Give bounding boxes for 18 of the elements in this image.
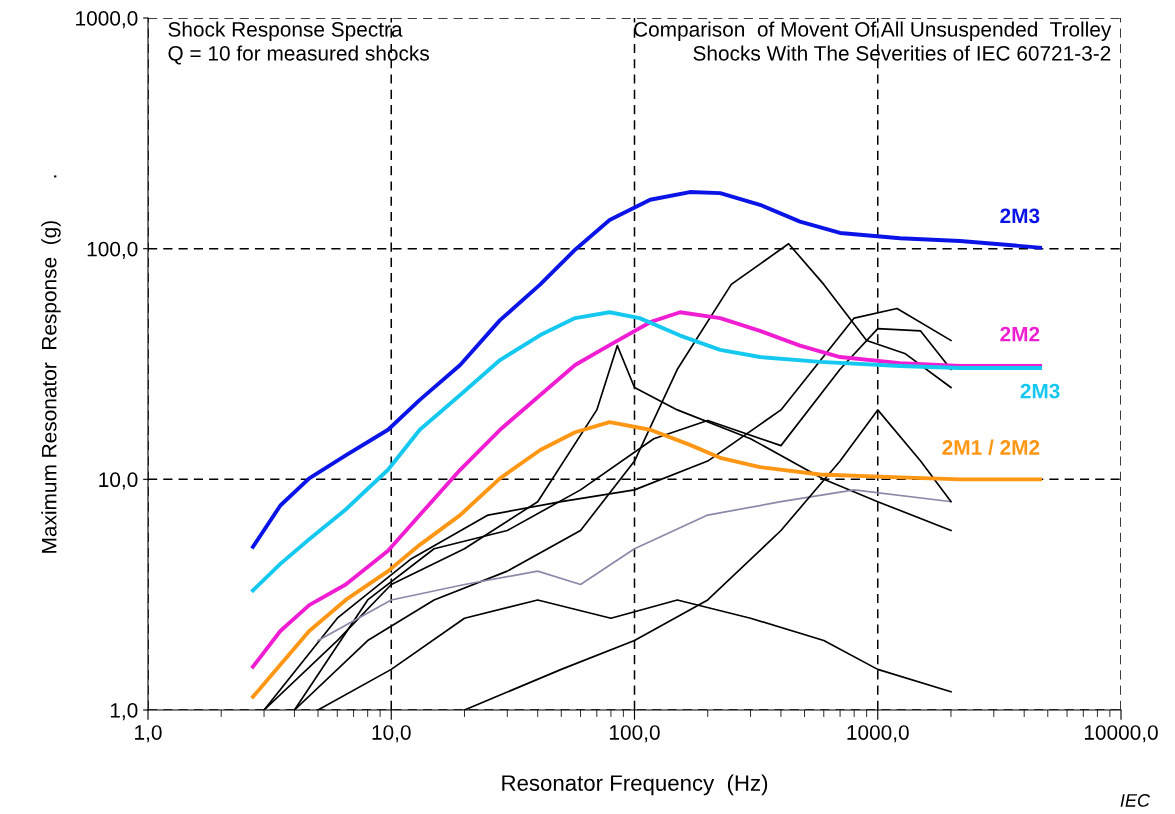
y-tick-label: 1000,0 xyxy=(76,11,138,29)
text: Comparison of Movent Of All Unsuspended Trolley Shocks With The Severities of IEC 60721-3-2 xyxy=(634,21,1112,61)
x-tick-label: 10,0 xyxy=(372,725,411,743)
series-label: 2M3 xyxy=(1000,208,1040,224)
annotation: Shock Response Spectra Q = 10 for measured shocks xyxy=(168,21,429,65)
series-label: 2M3 xyxy=(1020,383,1060,399)
y-tick-label: 10,0 xyxy=(99,472,138,490)
x-tick-label: 10000,0 xyxy=(1084,725,1158,743)
x-tick-label: 1000,0 xyxy=(847,725,909,743)
x-tick-label: 100,0 xyxy=(610,725,660,743)
y-axis-title: Maximum Resonator Response (g) . xyxy=(41,175,61,553)
series-label: 2M1 / 2M2 xyxy=(942,439,1040,456)
x-tick-label: 1,0 xyxy=(135,725,162,743)
y-tick-label: 1,0 xyxy=(110,703,138,721)
series-label: 2M2 xyxy=(1000,326,1040,342)
text: IEC xyxy=(1120,794,1151,807)
y-tick-label: 100,0 xyxy=(87,241,138,259)
x-axis-title: Resonator Frequency (Hz) xyxy=(502,774,768,796)
